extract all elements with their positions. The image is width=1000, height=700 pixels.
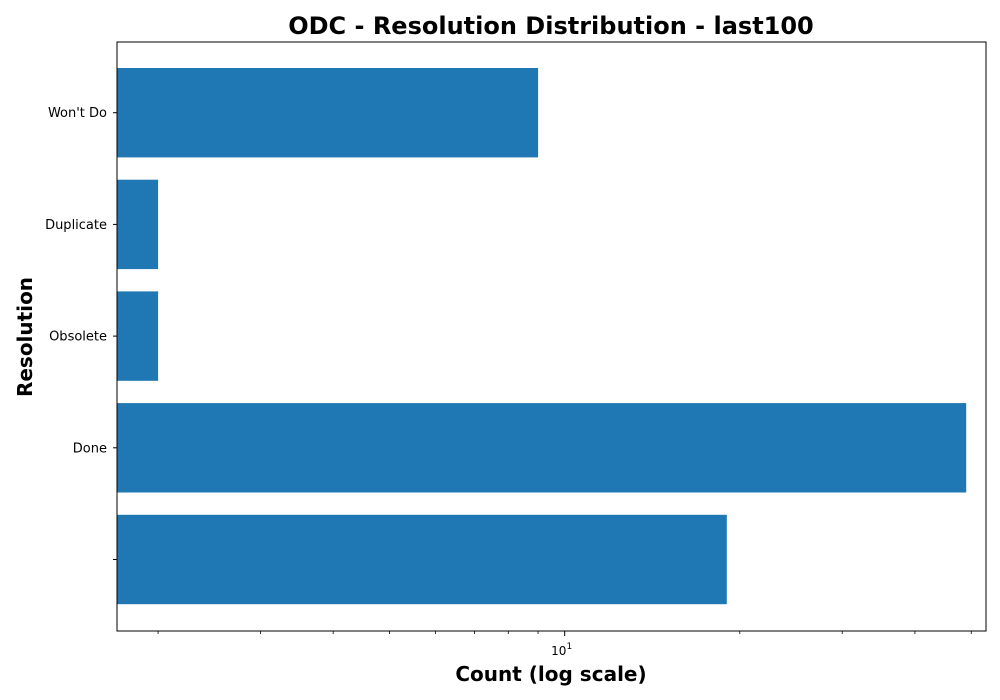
y-axis-ticks: Done Obsolete Duplicate Won't Do xyxy=(45,106,117,560)
bar-2 xyxy=(117,291,159,381)
y-tick-label-2: Obsolete xyxy=(49,330,107,345)
plot-frame xyxy=(116,41,987,632)
x-axis-ticks: 101 xyxy=(157,631,972,658)
bar-1 xyxy=(117,403,967,493)
x-tick-label: 101 xyxy=(551,642,572,658)
y-tick-label-3: Duplicate xyxy=(45,218,107,233)
bar-4 xyxy=(117,68,539,158)
bars xyxy=(117,68,967,605)
chart-title: ODC - Resolution Distribution - last100 xyxy=(288,12,814,40)
y-tick-label-1: Done xyxy=(73,441,107,456)
x-axis-label: Count (log scale) xyxy=(455,662,646,686)
y-axis-label: Resolution xyxy=(13,277,37,397)
bar-3 xyxy=(117,179,159,270)
y-tick-label-4: Won't Do xyxy=(48,106,107,121)
bar-0 xyxy=(117,514,727,605)
